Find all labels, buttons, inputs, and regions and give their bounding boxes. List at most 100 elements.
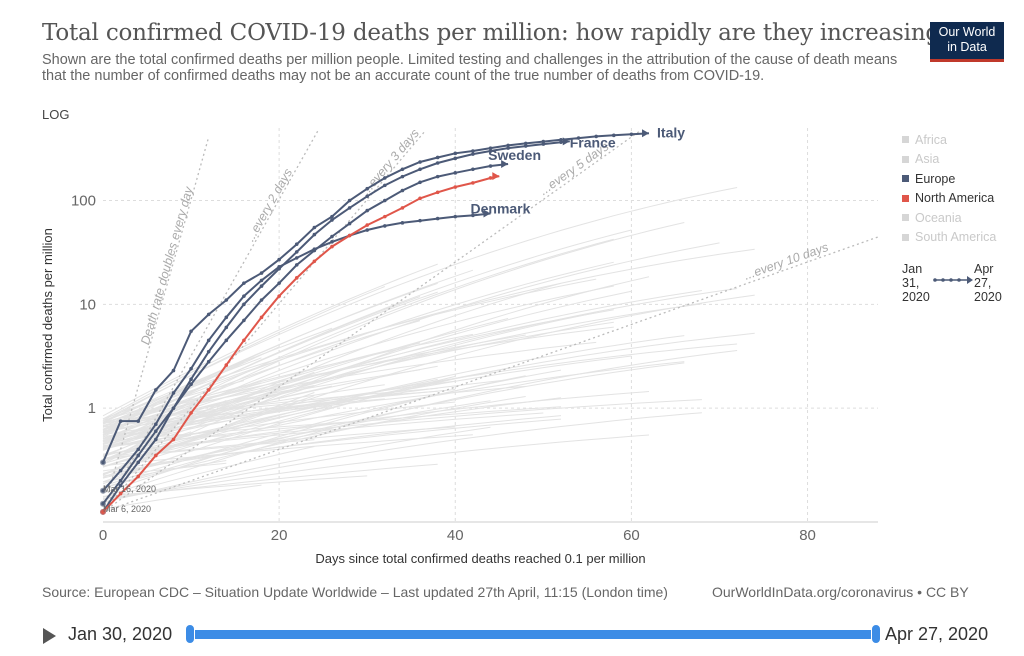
- data-point: [471, 152, 475, 156]
- source-text: Source: European CDC – Situation Update …: [42, 584, 668, 600]
- series-start-point: [100, 500, 106, 507]
- background-country-line: [102, 285, 614, 440]
- series-arrowhead: [562, 137, 570, 146]
- data-point: [189, 411, 193, 415]
- legend-item[interactable]: South America: [902, 228, 996, 248]
- legend-item[interactable]: Europe: [902, 169, 996, 189]
- legend-swatch: [902, 175, 909, 183]
- data-point: [154, 429, 158, 433]
- data-point: [418, 167, 422, 172]
- data-point: [154, 422, 158, 427]
- series-arrowhead: [492, 172, 500, 181]
- data-point: [206, 312, 211, 317]
- data-point: [347, 221, 352, 226]
- data-point: [365, 223, 370, 227]
- background-country-line: [102, 361, 685, 467]
- doubling-line-label: Death rate doubles every day: [138, 185, 196, 347]
- data-point: [559, 140, 563, 144]
- timeline-track[interactable]: [190, 630, 876, 639]
- background-country-line: [102, 460, 227, 483]
- data-point: [277, 265, 281, 269]
- timeline-start-date: Jan 30, 2020: [68, 624, 173, 644]
- series-arrowhead: [642, 129, 650, 138]
- background-country-line: [102, 318, 509, 451]
- timeline-end-date: Apr 27, 2020: [885, 624, 989, 644]
- series-line: [102, 163, 509, 505]
- y-axis-label: Total confirmed deaths per million: [40, 228, 55, 422]
- data-point: [118, 491, 123, 496]
- x-tick-label: 80: [799, 527, 816, 544]
- background-country-line: [102, 288, 738, 456]
- series-start-point: [100, 508, 106, 515]
- data-point: [435, 174, 440, 179]
- data-point: [189, 329, 193, 334]
- timeline-end-handle[interactable]: [871, 624, 881, 644]
- legend-label: North America: [915, 191, 995, 206]
- data-point: [259, 278, 264, 283]
- data-point: [118, 468, 123, 473]
- data-point: [435, 161, 440, 165]
- data-point: [154, 453, 158, 458]
- background-country-lines: [102, 187, 755, 510]
- doubling-reference-line: [102, 128, 320, 513]
- data-point: [365, 208, 370, 213]
- background-country-line: [102, 421, 350, 442]
- data-point: [629, 132, 634, 137]
- background-country-line: [102, 286, 385, 423]
- legend-label: Asia: [915, 152, 940, 167]
- data-point: [418, 180, 422, 185]
- legend-item[interactable]: Oceania: [902, 208, 996, 228]
- data-point: [206, 349, 211, 354]
- data-point: [506, 143, 510, 148]
- data-point: [259, 298, 264, 302]
- data-point: [171, 437, 176, 442]
- data-point: [611, 133, 616, 138]
- legend-item[interactable]: Africa: [902, 130, 996, 150]
- data-point: [330, 218, 334, 222]
- series-line: [102, 175, 500, 513]
- legend-item[interactable]: North America: [902, 189, 996, 209]
- y-tick-label: 1: [88, 400, 96, 417]
- data-point: [171, 391, 176, 395]
- background-country-line: [102, 434, 473, 467]
- data-point: [435, 216, 440, 221]
- data-point: [312, 247, 317, 251]
- data-point: [224, 363, 229, 367]
- data-point: [242, 318, 246, 323]
- data-point: [435, 155, 440, 160]
- data-point: [330, 244, 334, 249]
- owid-logo[interactable]: Our World in Data: [930, 22, 1004, 62]
- data-point: [365, 186, 370, 191]
- background-country-line: [102, 312, 597, 463]
- background-country-line: [102, 238, 614, 444]
- background-country-line: [102, 346, 280, 434]
- data-point: [365, 228, 370, 232]
- series-line: [102, 140, 570, 513]
- scale-toggle[interactable]: LOG: [42, 107, 70, 122]
- data-point: [206, 338, 211, 343]
- data-point: [277, 294, 281, 298]
- data-point: [242, 281, 246, 285]
- data-point: [224, 315, 229, 320]
- legend-swatch: [902, 214, 909, 222]
- site-link[interactable]: OurWorldInData.org/coronavirus • CC BY: [712, 584, 969, 600]
- series-line: [102, 132, 650, 463]
- data-point: [136, 447, 141, 452]
- date-annotation: Mar 6, 2020: [103, 504, 151, 514]
- data-point: [171, 406, 176, 410]
- y-tick-label: 100: [71, 193, 96, 210]
- play-icon[interactable]: [43, 628, 56, 644]
- data-point: [294, 263, 299, 267]
- data-point: [277, 281, 281, 285]
- data-point: [118, 419, 123, 423]
- data-point: [471, 149, 475, 153]
- legend-item[interactable]: Asia: [902, 150, 996, 170]
- data-point: [576, 136, 581, 140]
- data-point: [453, 156, 458, 161]
- data-point: [453, 151, 458, 156]
- data-point: [488, 176, 493, 180]
- data-point: [418, 160, 422, 164]
- timeline-start-handle[interactable]: [185, 624, 195, 644]
- data-point: [400, 221, 405, 225]
- legend: Africa Asia Europe North America Oceania Sout…: [902, 130, 996, 247]
